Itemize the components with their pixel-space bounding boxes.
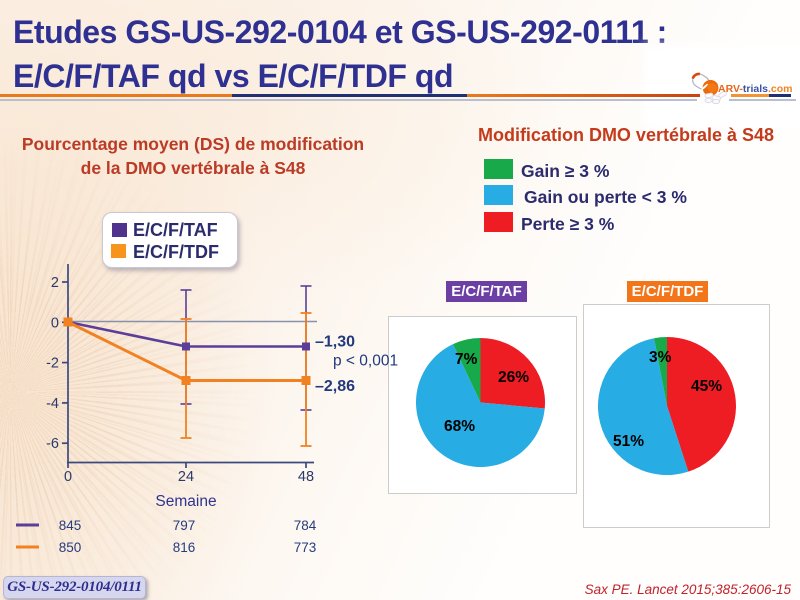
svg-text:48: 48 xyxy=(298,469,314,485)
svg-text:0: 0 xyxy=(64,469,72,485)
svg-text:p < 0,001: p < 0,001 xyxy=(333,353,398,370)
svg-text:Semaine: Semaine xyxy=(155,493,216,510)
svg-text:-4: -4 xyxy=(46,396,59,412)
svg-text:–2,86: –2,86 xyxy=(315,378,355,395)
svg-text:0: 0 xyxy=(51,315,59,331)
svg-text:850: 850 xyxy=(59,540,82,555)
svg-text:784: 784 xyxy=(294,518,317,533)
svg-text:–1,30: –1,30 xyxy=(315,334,355,351)
svg-text:797: 797 xyxy=(173,518,196,533)
svg-text:-6: -6 xyxy=(46,436,59,452)
svg-text:773: 773 xyxy=(294,540,317,555)
svg-text:24: 24 xyxy=(178,469,194,485)
svg-text:2: 2 xyxy=(51,275,59,291)
svg-text:-2: -2 xyxy=(46,356,59,372)
svg-text:845: 845 xyxy=(59,518,82,533)
svg-text:ARV-trials.com: ARV-trials.com xyxy=(718,83,793,95)
svg-text:816: 816 xyxy=(173,540,196,555)
